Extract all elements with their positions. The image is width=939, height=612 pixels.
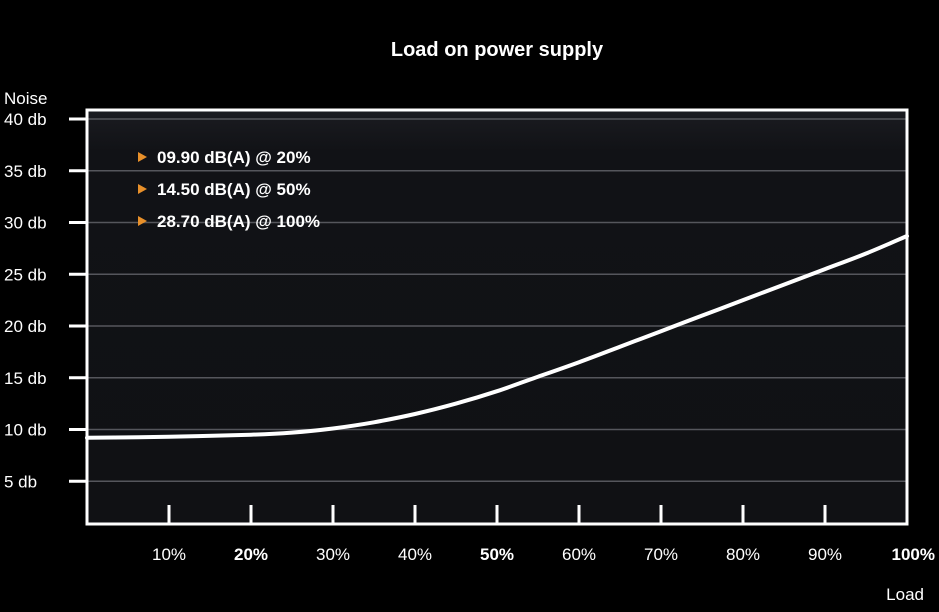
legend-marker-icon bbox=[138, 184, 147, 194]
x-tick-label: 30% bbox=[316, 545, 350, 564]
y-axis-ticks: 5 db 10 db 15 db 20 db 25 db 30 db 35 db 40 db bbox=[4, 110, 87, 491]
y-axis-label: Noise bbox=[4, 89, 47, 108]
legend: 09.90 dB(A) @ 20% 14.50 dB(A) @ 50% 28.70 … bbox=[138, 148, 320, 231]
y-tick-label: 15 db bbox=[4, 369, 47, 388]
series-line-noise bbox=[85, 234, 909, 440]
legend-marker-icon bbox=[138, 216, 147, 226]
legend-marker-icon bbox=[138, 152, 147, 162]
legend-annotation: 28.70 dB(A) @ 100% bbox=[157, 212, 320, 231]
y-tick-label: 25 db bbox=[4, 265, 47, 284]
x-tick-label: 40% bbox=[398, 545, 432, 564]
y-tick-label: 5 db bbox=[4, 472, 37, 491]
plot-frame bbox=[85, 108, 909, 526]
grid-lines bbox=[87, 118, 907, 482]
x-tick-label: 50% bbox=[480, 545, 514, 564]
x-axis-label: Load bbox=[886, 585, 924, 604]
x-tick-label: 100% bbox=[892, 545, 935, 564]
y-tick-label: 35 db bbox=[4, 162, 47, 181]
x-tick-label: 60% bbox=[562, 545, 596, 564]
x-tick-label: 20% bbox=[234, 545, 268, 564]
y-tick-label: 30 db bbox=[4, 214, 47, 233]
x-tick-label: 90% bbox=[808, 545, 842, 564]
plot-area bbox=[87, 110, 907, 524]
legend-annotation: 09.90 dB(A) @ 20% bbox=[157, 148, 311, 167]
x-tick-label: 70% bbox=[644, 545, 678, 564]
y-tick-label: 40 db bbox=[4, 110, 47, 129]
x-axis-ticks: 10% 20% 30% 40% 50% 60% 70% 80% 90% 100% bbox=[152, 505, 935, 564]
legend-annotation: 14.50 dB(A) @ 50% bbox=[157, 180, 311, 199]
x-tick-label: 10% bbox=[152, 545, 186, 564]
y-tick-label: 10 db bbox=[4, 421, 47, 440]
chart-title: Load on power supply bbox=[391, 39, 604, 61]
y-tick-label: 20 db bbox=[4, 317, 47, 336]
x-tick-label: 80% bbox=[726, 545, 760, 564]
